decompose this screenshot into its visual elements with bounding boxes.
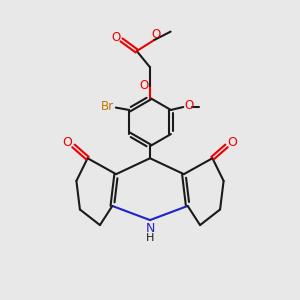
Text: O: O (111, 31, 120, 44)
Text: H: H (146, 233, 154, 243)
Text: O: O (184, 99, 193, 112)
Text: Br: Br (100, 100, 114, 112)
Text: O: O (63, 136, 73, 149)
Text: O: O (227, 136, 237, 149)
Text: O: O (139, 79, 148, 92)
Text: O: O (151, 28, 160, 41)
Text: N: N (145, 222, 155, 235)
